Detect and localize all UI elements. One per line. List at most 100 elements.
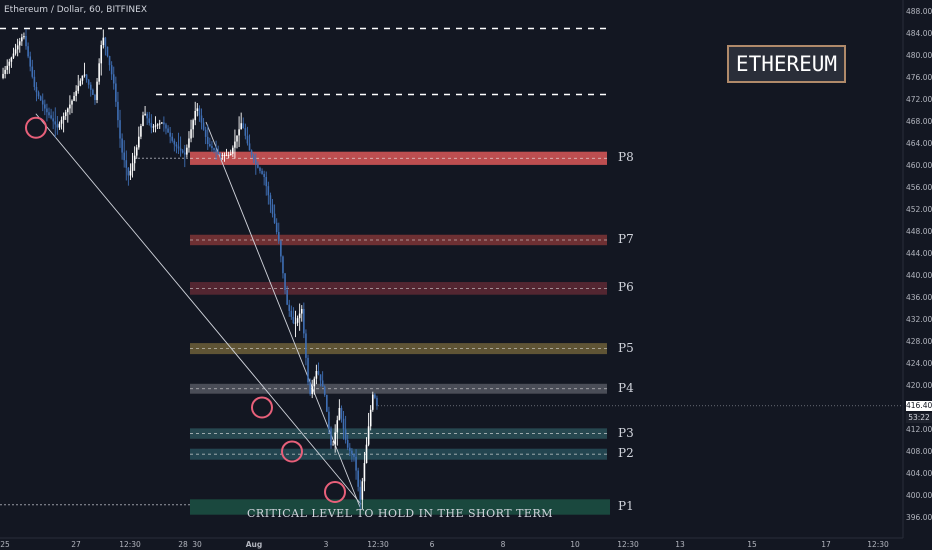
candle-body bbox=[119, 120, 121, 139]
candle-body bbox=[100, 45, 103, 64]
zone-p4 bbox=[190, 383, 607, 394]
time-tick-label: Aug bbox=[245, 540, 263, 549]
candle-body bbox=[179, 148, 182, 151]
candle-body bbox=[58, 123, 61, 128]
candle-body bbox=[330, 428, 332, 446]
candle-body bbox=[307, 357, 309, 383]
price-tick-label: 420.00 bbox=[906, 381, 932, 390]
candle-body bbox=[79, 80, 82, 86]
candle-body bbox=[106, 46, 109, 56]
candle-body bbox=[190, 129, 192, 139]
candle-body bbox=[183, 152, 186, 155]
candle-body bbox=[144, 113, 146, 116]
candle-body bbox=[259, 167, 261, 171]
candle-body bbox=[69, 104, 71, 109]
candle-body bbox=[344, 429, 347, 441]
price-tick-label: 480.00 bbox=[906, 51, 932, 60]
zone-p3 bbox=[190, 428, 607, 439]
candle-body bbox=[269, 195, 272, 205]
price-tick-label: 404.00 bbox=[906, 469, 932, 478]
candle-body bbox=[280, 241, 282, 257]
candle-body bbox=[177, 146, 180, 149]
candle-body bbox=[173, 140, 176, 145]
symbol-title[interactable]: Ethereum / Dollar, 60, BITFINEX bbox=[4, 5, 148, 15]
low-marker-circle-3 bbox=[281, 440, 303, 463]
candle-body bbox=[223, 155, 226, 156]
candle-body bbox=[340, 408, 343, 419]
time-tick-label: 30 bbox=[192, 540, 202, 549]
candle-body bbox=[236, 135, 238, 142]
candle-body bbox=[219, 154, 222, 155]
candle-body bbox=[56, 124, 59, 128]
time-tick-label: 10 bbox=[570, 540, 580, 549]
time-tick-label: 3 bbox=[323, 540, 329, 549]
zone-p7 bbox=[190, 234, 607, 246]
zone-p5 bbox=[190, 343, 607, 355]
candle-body bbox=[263, 173, 265, 177]
candle-body bbox=[225, 155, 228, 156]
time-tick-label: 12:30 bbox=[367, 540, 389, 549]
candle-body bbox=[135, 147, 138, 156]
candle-body bbox=[286, 290, 288, 305]
price-tick-label: 476.00 bbox=[906, 73, 932, 82]
candle-body bbox=[152, 126, 155, 128]
time-tick-label: 12:30 bbox=[617, 540, 639, 549]
price-tick-label: 412.00 bbox=[906, 425, 932, 434]
candle-body bbox=[169, 132, 171, 137]
candle-body bbox=[131, 163, 134, 171]
candle-body bbox=[303, 309, 305, 334]
candle-body bbox=[14, 49, 17, 54]
candle-body bbox=[209, 144, 211, 147]
candle-body bbox=[125, 160, 128, 168]
candle-body bbox=[92, 89, 94, 95]
candle-body bbox=[309, 382, 311, 394]
candle-body bbox=[323, 386, 326, 395]
critical-level-caption: CRITICAL LEVEL TO HOLD IN THE SHORT TERM bbox=[247, 507, 553, 520]
candle-body bbox=[298, 313, 301, 319]
countdown-tag: 53:22 bbox=[906, 413, 932, 423]
candle-body bbox=[238, 129, 240, 136]
time-tick-label: 27 bbox=[71, 540, 81, 549]
candle-body bbox=[35, 86, 38, 93]
candle-body bbox=[148, 118, 151, 123]
candle-body bbox=[121, 138, 123, 153]
candle-body bbox=[229, 153, 232, 155]
candle-body bbox=[94, 94, 96, 100]
candle-body bbox=[277, 232, 280, 242]
candle-body bbox=[138, 136, 140, 148]
time-tick-label: 13 bbox=[675, 540, 685, 549]
price-tick-label: 400.00 bbox=[906, 491, 932, 500]
time-tick-label: 15 bbox=[747, 540, 757, 549]
candle-body bbox=[115, 83, 117, 102]
trendline-upper bbox=[205, 121, 361, 508]
zone-label-p2: P2 bbox=[618, 446, 634, 461]
trendline-lower bbox=[35, 113, 362, 505]
zone-p1 bbox=[190, 499, 610, 515]
candle-body bbox=[326, 394, 328, 412]
candle-body bbox=[206, 136, 209, 144]
time-tick-label: 28 bbox=[178, 540, 188, 549]
candle-body bbox=[367, 426, 370, 445]
candle-body bbox=[161, 122, 163, 124]
candle-body bbox=[142, 115, 144, 126]
candle-body bbox=[133, 155, 136, 164]
candle-body bbox=[10, 57, 13, 62]
zone-label-p6: P6 bbox=[618, 280, 634, 295]
candle-body bbox=[18, 41, 21, 46]
candle-body bbox=[64, 112, 67, 117]
zone-label-p1: P1 bbox=[618, 499, 634, 513]
candle-body bbox=[186, 147, 188, 155]
time-tick-label: 8 bbox=[500, 540, 506, 549]
candle-body bbox=[54, 121, 57, 125]
candle-body bbox=[167, 128, 169, 133]
candle-body bbox=[75, 90, 77, 96]
candle-body bbox=[146, 113, 148, 119]
time-tick-label: 12:30 bbox=[119, 540, 141, 549]
candle-body bbox=[60, 119, 63, 124]
candle-body bbox=[165, 124, 167, 129]
candle-body bbox=[365, 444, 368, 463]
candle-body bbox=[37, 92, 40, 97]
candle-body bbox=[104, 37, 107, 47]
